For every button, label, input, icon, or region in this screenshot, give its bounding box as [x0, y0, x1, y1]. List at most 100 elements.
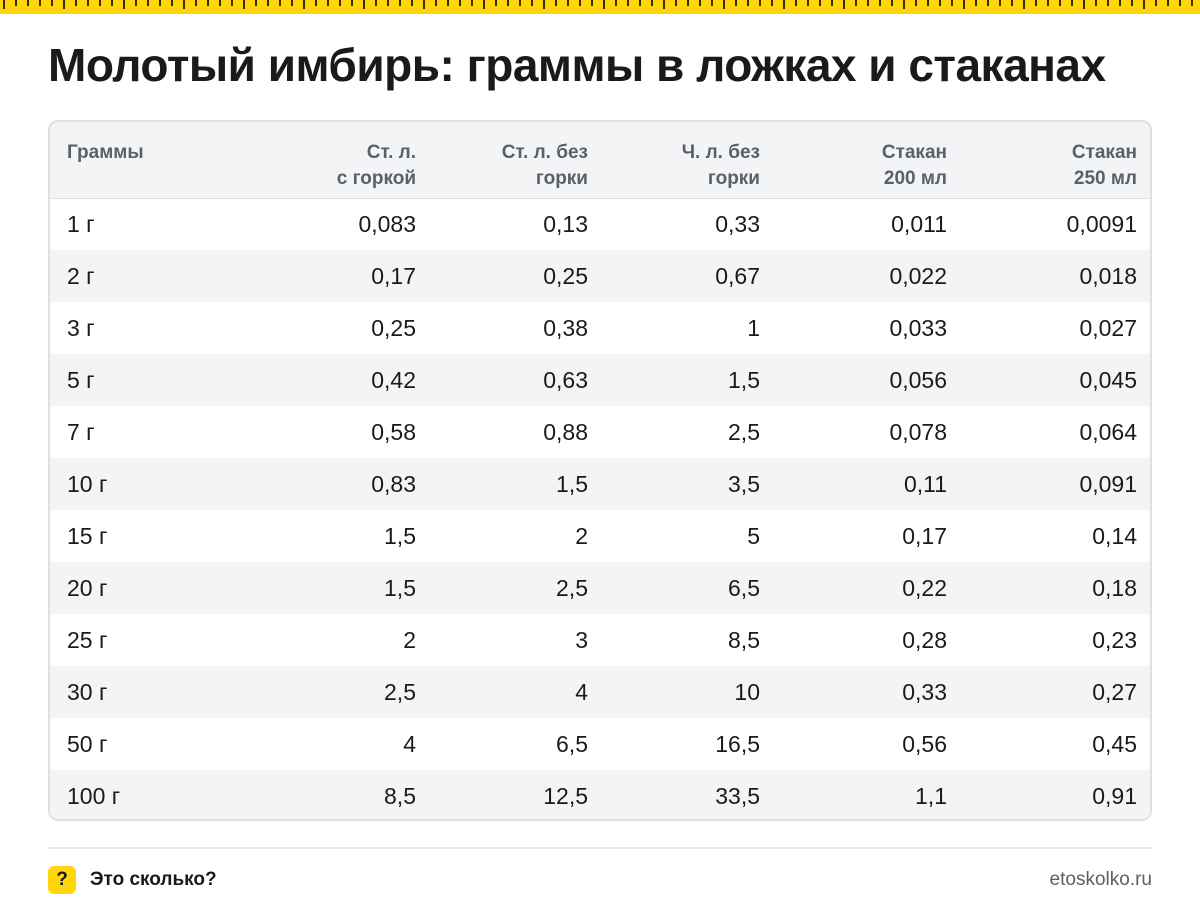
conversion-table: Граммы Ст. л. с горкой Ст. л. без горки Ч. л.…	[48, 120, 1152, 821]
column-header-line: горки	[535, 168, 588, 189]
ruler-tick	[303, 0, 305, 9]
column-header: Граммы	[50, 122, 250, 198]
grams-cell: 7 г	[67, 418, 95, 445]
ruler-tick	[963, 0, 965, 9]
value-cell: 1	[747, 314, 760, 341]
site-link[interactable]: etoskolko.ru	[1049, 869, 1152, 890]
ruler-tick	[195, 0, 197, 6]
table-row: 5 г 0,42 0,63 1,5 0,056 0,045	[50, 354, 1150, 406]
ruler-tick	[219, 0, 221, 6]
ruler-tick	[903, 0, 905, 9]
conversion-table-grid: Граммы Ст. л. с горкой Ст. л. без горки Ч. л.…	[50, 122, 1150, 819]
grams-cell: 50 г	[67, 730, 108, 757]
value-cell: 3,5	[728, 470, 760, 497]
value-cell: 1,5	[728, 366, 760, 393]
ruler-tick	[867, 0, 869, 6]
ruler-tick	[1011, 0, 1013, 6]
ruler-tick	[339, 0, 341, 6]
value-cell: 0,58	[371, 418, 416, 445]
ruler-tick	[675, 0, 677, 6]
value-cell: 2	[403, 626, 416, 653]
ruler-tick	[507, 0, 509, 6]
ruler-tick	[771, 0, 773, 6]
table-row: 25 г 2 3 8,5 0,28 0,23	[50, 614, 1150, 666]
value-cell: 0,45	[1092, 730, 1137, 757]
column-header-line: горки	[707, 168, 760, 189]
ruler-tick	[1047, 0, 1049, 6]
value-cell: 4	[575, 678, 588, 705]
ruler-tick	[1167, 0, 1169, 6]
ruler-tick	[243, 0, 245, 9]
column-header: Стакан 200 мл	[760, 122, 947, 198]
ruler-tick	[231, 0, 233, 6]
ruler-tick	[291, 0, 293, 6]
column-header: Ст. л. с горкой	[250, 122, 416, 198]
ruler-tick	[1083, 0, 1085, 9]
value-cell: 2	[575, 522, 588, 549]
grams-cell: 30 г	[67, 678, 108, 705]
ruler-tick	[351, 0, 353, 6]
ruler-tick	[975, 0, 977, 6]
value-cell: 0,045	[1079, 366, 1137, 393]
value-cell: 5	[747, 522, 760, 549]
ruler-tick	[555, 0, 557, 6]
ruler-strip	[0, 0, 1200, 14]
value-cell: 0,83	[371, 470, 416, 497]
ruler-tick	[483, 0, 485, 9]
grams-cell: 2 г	[67, 262, 95, 289]
table-body: 1 г 0,083 0,13 0,33 0,011 0,0091 2 г 0,17 0,25 0,…	[50, 198, 1150, 819]
value-cell: 33,5	[715, 782, 760, 809]
page-title: Молотый имбирь: граммы в ложках и стакан…	[48, 39, 1106, 91]
value-cell: 0,011	[891, 210, 947, 237]
ruler-tick	[543, 0, 545, 9]
value-cell: 1,1	[915, 782, 947, 809]
column-header: Ч. л. без горки	[588, 122, 760, 198]
ruler-tick	[759, 0, 761, 6]
ruler-tick	[591, 0, 593, 6]
value-cell: 0,38	[543, 314, 588, 341]
ruler-tick	[747, 0, 749, 6]
ruler-tick	[723, 0, 725, 9]
column-header-line: Ст. л. без	[501, 142, 588, 163]
ruler-tick	[927, 0, 929, 6]
value-cell: 6,5	[556, 730, 588, 757]
value-cell: 0,14	[1092, 522, 1137, 549]
value-cell: 0,064	[1079, 418, 1137, 445]
value-cell: 12,5	[543, 782, 588, 809]
value-cell: 0,056	[889, 366, 947, 393]
value-cell: 1,5	[384, 522, 416, 549]
value-cell: 8,5	[384, 782, 416, 809]
value-cell: 1,5	[384, 574, 416, 601]
ruler-tick	[711, 0, 713, 6]
ruler-tick	[987, 0, 989, 6]
value-cell: 0,23	[1092, 626, 1137, 653]
table-row: 30 г 2,5 4 10 0,33 0,27	[50, 666, 1150, 718]
ruler-tick	[519, 0, 521, 6]
ruler-tick	[435, 0, 437, 6]
ruler-tick	[3, 0, 5, 9]
value-cell: 0,033	[889, 314, 947, 341]
value-cell: 3	[575, 626, 588, 653]
ruler-tick	[567, 0, 569, 6]
ruler-tick	[183, 0, 185, 9]
value-cell: 8,5	[728, 626, 760, 653]
grams-cell: 1 г	[67, 210, 95, 237]
ruler-tick	[999, 0, 1001, 6]
ruler-tick	[27, 0, 29, 6]
ruler-tick	[495, 0, 497, 6]
ruler-tick	[831, 0, 833, 6]
ruler-tick	[1155, 0, 1157, 6]
ruler-tick	[363, 0, 365, 9]
ruler-tick	[447, 0, 449, 6]
ruler-tick	[411, 0, 413, 6]
ruler-tick	[699, 0, 701, 6]
ruler-tick	[267, 0, 269, 6]
grams-cell: 5 г	[67, 366, 95, 393]
value-cell: 16,5	[715, 730, 760, 757]
value-cell: 0,28	[902, 626, 947, 653]
table-row: 20 г 1,5 2,5 6,5 0,22 0,18	[50, 562, 1150, 614]
table-row: 100 г 8,5 12,5 33,5 1,1 0,91	[50, 770, 1150, 819]
footer-divider	[48, 847, 1152, 849]
ruler-tick	[147, 0, 149, 6]
ruler-tick	[135, 0, 137, 6]
